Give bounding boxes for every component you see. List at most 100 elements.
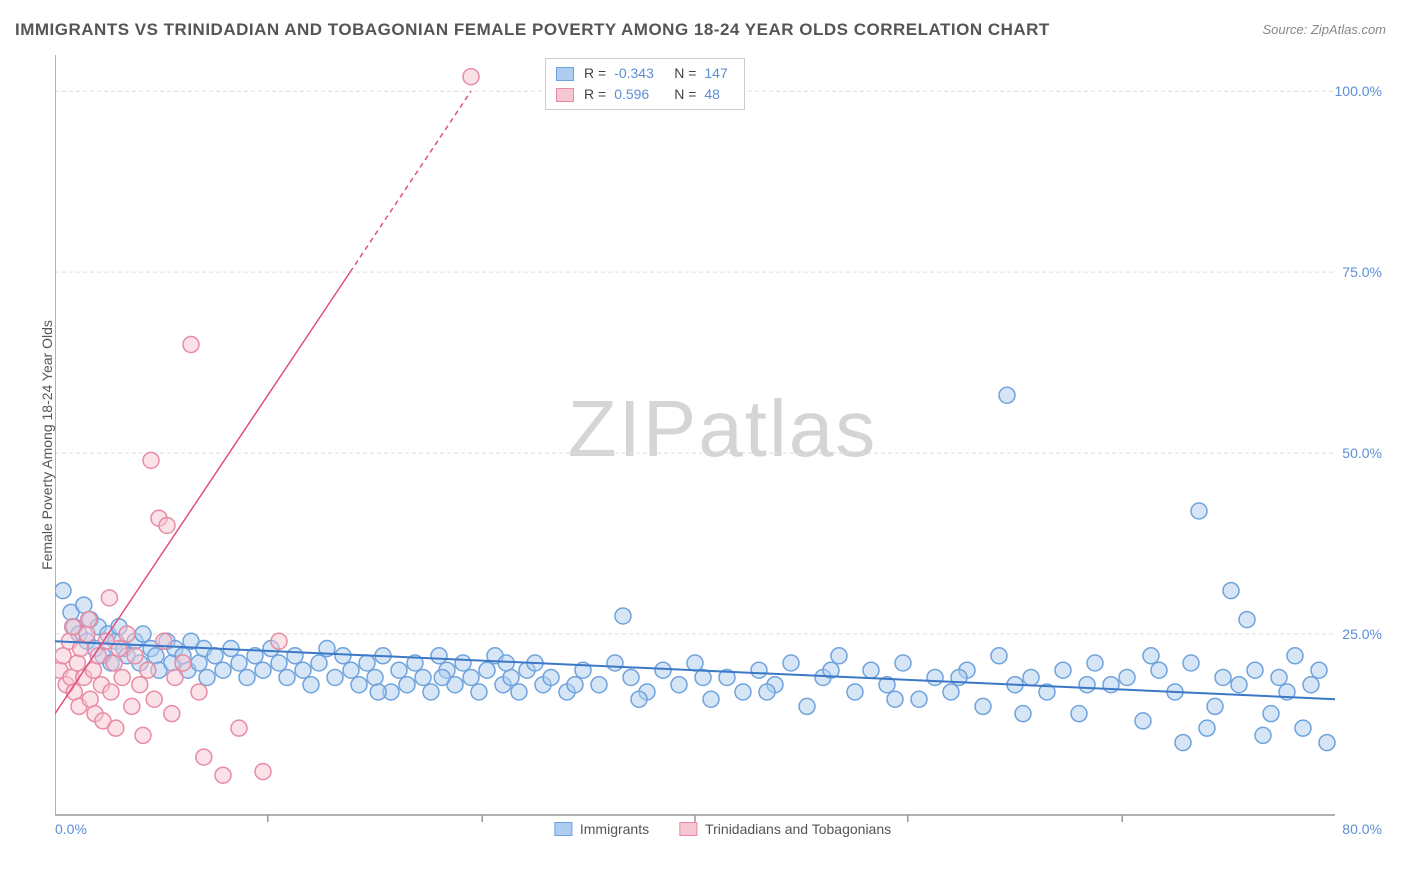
legend-item-trinidadians: Trinidadians and Tobagonians — [679, 821, 891, 837]
data-point-immigrants — [1231, 677, 1247, 693]
data-point-immigrants — [76, 597, 92, 613]
data-point-immigrants — [327, 669, 343, 685]
data-point-immigrants — [498, 655, 514, 671]
data-point-immigrants — [1015, 706, 1031, 722]
data-point-immigrants — [1055, 662, 1071, 678]
data-point-trinidadians — [164, 706, 180, 722]
data-point-immigrants — [255, 662, 271, 678]
n-label: N = — [674, 84, 696, 105]
data-point-trinidadians — [191, 684, 207, 700]
data-point-immigrants — [1023, 669, 1039, 685]
data-point-immigrants — [887, 691, 903, 707]
data-point-immigrants — [1087, 655, 1103, 671]
legend-label-trinidadians: Trinidadians and Tobagonians — [705, 821, 891, 837]
n-value-trinidadians: 48 — [704, 84, 734, 105]
legend-swatch-trinidadians — [556, 88, 574, 102]
data-point-trinidadians — [108, 720, 124, 736]
data-point-immigrants — [703, 691, 719, 707]
data-point-trinidadians — [231, 720, 247, 736]
data-point-immigrants — [455, 655, 471, 671]
data-point-immigrants — [335, 648, 351, 664]
data-point-immigrants — [759, 684, 775, 700]
chart-title: IMMIGRANTS VS TRINIDADIAN AND TOBAGONIAN… — [15, 20, 1050, 40]
data-point-trinidadians — [183, 337, 199, 353]
data-point-immigrants — [1135, 713, 1151, 729]
data-point-immigrants — [1079, 677, 1095, 693]
data-point-immigrants — [359, 655, 375, 671]
data-point-immigrants — [1183, 655, 1199, 671]
data-point-immigrants — [1119, 669, 1135, 685]
y-axis-label: Female Poverty Among 18-24 Year Olds — [39, 320, 55, 570]
data-point-immigrants — [1175, 735, 1191, 751]
data-point-immigrants — [655, 662, 671, 678]
data-point-immigrants — [191, 655, 207, 671]
data-point-immigrants — [631, 691, 647, 707]
data-point-immigrants — [999, 387, 1015, 403]
data-point-trinidadians — [106, 655, 122, 671]
legend-swatch-immigrants — [554, 822, 572, 836]
data-point-immigrants — [311, 655, 327, 671]
data-point-immigrants — [434, 669, 450, 685]
data-point-trinidadians — [159, 517, 175, 533]
data-point-immigrants — [503, 669, 519, 685]
data-point-trinidadians — [167, 669, 183, 685]
data-point-immigrants — [370, 684, 386, 700]
data-point-immigrants — [1239, 612, 1255, 628]
data-point-trinidadians — [103, 684, 119, 700]
data-point-immigrants — [215, 662, 231, 678]
data-point-immigrants — [271, 655, 287, 671]
x-tick-label: 80.0% — [1342, 821, 1382, 837]
data-point-immigrants — [1215, 669, 1231, 685]
trend-line-trinidadians-dashed — [350, 91, 471, 272]
data-point-immigrants — [895, 655, 911, 671]
legend-stat-immigrants: R = -0.343 N = 147 — [556, 63, 734, 84]
data-point-trinidadians — [463, 69, 479, 85]
legend-stat-trinidadians: R = 0.596 N = 48 — [556, 84, 734, 105]
data-point-immigrants — [783, 655, 799, 671]
data-point-immigrants — [735, 684, 751, 700]
data-point-immigrants — [927, 669, 943, 685]
data-point-immigrants — [1223, 583, 1239, 599]
data-point-immigrants — [911, 691, 927, 707]
data-point-immigrants — [1287, 648, 1303, 664]
data-point-immigrants — [1103, 677, 1119, 693]
data-point-trinidadians — [82, 691, 98, 707]
data-point-trinidadians — [196, 749, 212, 765]
data-point-immigrants — [543, 669, 559, 685]
data-point-trinidadians — [119, 626, 135, 642]
n-value-immigrants: 147 — [704, 63, 734, 84]
data-point-immigrants — [148, 648, 164, 664]
data-point-trinidadians — [271, 633, 287, 649]
r-value-trinidadians: 0.596 — [614, 84, 664, 105]
data-point-trinidadians — [101, 590, 117, 606]
data-point-immigrants — [295, 662, 311, 678]
data-point-immigrants — [207, 648, 223, 664]
data-point-immigrants — [975, 698, 991, 714]
data-point-immigrants — [367, 669, 383, 685]
legend-swatch-immigrants — [556, 67, 574, 81]
data-point-immigrants — [831, 648, 847, 664]
legend-label-immigrants: Immigrants — [580, 821, 649, 837]
data-point-immigrants — [287, 648, 303, 664]
data-point-immigrants — [1151, 662, 1167, 678]
data-point-immigrants — [351, 677, 367, 693]
data-point-immigrants — [231, 655, 247, 671]
data-point-immigrants — [415, 669, 431, 685]
data-point-immigrants — [1255, 727, 1271, 743]
data-point-immigrants — [1303, 677, 1319, 693]
r-label: R = — [584, 84, 606, 105]
data-point-immigrants — [863, 662, 879, 678]
data-point-immigrants — [343, 662, 359, 678]
r-label: R = — [584, 63, 606, 84]
data-point-immigrants — [991, 648, 1007, 664]
data-point-immigrants — [279, 669, 295, 685]
data-point-immigrants — [423, 684, 439, 700]
y-tick-label: 25.0% — [1342, 626, 1382, 642]
data-point-immigrants — [695, 669, 711, 685]
data-point-immigrants — [399, 677, 415, 693]
data-point-immigrants — [567, 677, 583, 693]
chart-container: Female Poverty Among 18-24 Year Olds ZIP… — [55, 55, 1390, 835]
correlation-legend: R = -0.343 N = 147 R = 0.596 N = 48 — [545, 58, 745, 110]
data-point-immigrants — [751, 662, 767, 678]
data-point-immigrants — [1247, 662, 1263, 678]
